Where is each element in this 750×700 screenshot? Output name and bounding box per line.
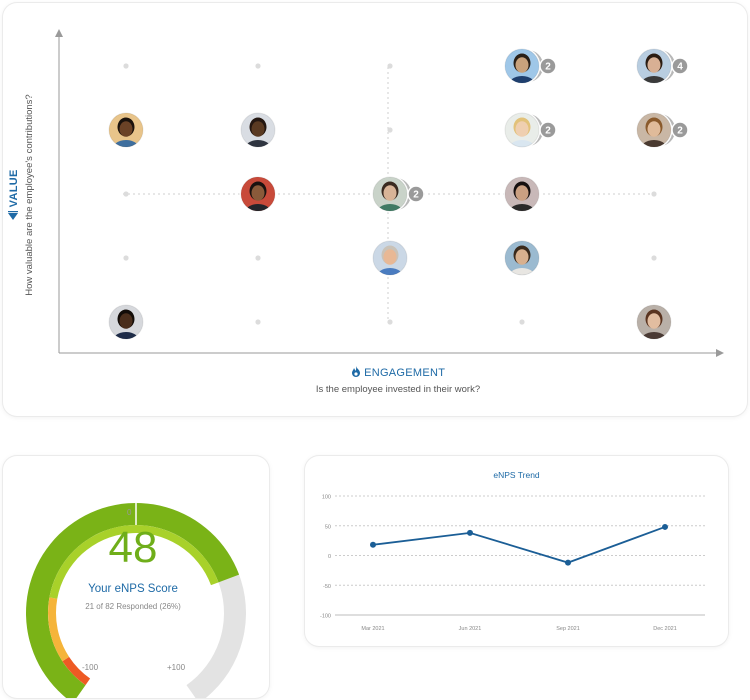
grid-dot <box>387 319 393 325</box>
count-badge-label: 2 <box>413 190 419 201</box>
x-axis-title: ENGAGEMENT <box>364 367 446 379</box>
chart-title: eNPS Trend <box>493 470 540 480</box>
enps-score-label: Your eNPS Score <box>88 583 178 595</box>
employee-avatar[interactable]: 2 <box>503 111 557 165</box>
x-tick-label: Mar 2021 <box>361 626 384 632</box>
employee-avatar[interactable] <box>107 303 145 357</box>
grid-dot <box>123 191 129 197</box>
grid-dot <box>123 63 129 69</box>
employee-avatar[interactable]: 4 <box>635 47 689 101</box>
flame-icon <box>351 366 360 377</box>
matrix-plot: 2 4 2 2 2 <box>55 29 724 357</box>
responded-count: 21 of 82 Responded (26%) <box>85 602 181 611</box>
y-axis-arrow <box>55 29 63 37</box>
y-axis-title: VALUE <box>8 169 20 208</box>
gauge-max-label: +100 <box>167 663 186 672</box>
y-tick-label: -100 <box>320 614 331 620</box>
grid-dot <box>255 63 261 69</box>
grid-dot <box>255 319 261 325</box>
grid-dot <box>387 127 393 133</box>
grid-dot <box>255 255 261 261</box>
x-tick-label: Jun 2021 <box>459 626 482 632</box>
employee-avatar[interactable] <box>503 175 541 229</box>
gauge-promoter-zone <box>49 525 219 599</box>
gauge-detractor-zone <box>62 656 91 686</box>
gauge-zero-label: 0 <box>127 508 132 517</box>
diamond-icon <box>8 210 18 220</box>
grid-dot <box>123 255 129 261</box>
gauge-passive-zone <box>48 597 70 662</box>
employee-avatar[interactable] <box>239 111 277 165</box>
engagement-value-matrix-card: 2 4 2 2 2 VALUE How valuable are the employe… <box>3 3 747 416</box>
employee-avatar[interactable] <box>503 239 541 293</box>
y-tick-label: 0 <box>328 554 331 560</box>
count-badge <box>407 185 425 203</box>
count-badge <box>539 121 557 139</box>
enps-trend-card: eNPS Trend 100 50 0 -50 -100 Mar 2021 Jun 2021… <box>305 456 728 646</box>
grid-dot <box>651 191 657 197</box>
grid-dot <box>651 255 657 261</box>
grid-dot <box>387 63 393 69</box>
enps-trend-chart: 100 50 0 -50 -100 Mar 2021 Jun 2021 Sep 2021 Dec… <box>320 495 705 632</box>
count-badge <box>671 121 689 139</box>
gauge-min-label: -100 <box>82 663 99 672</box>
x-tick-label: Dec 2021 <box>653 626 677 632</box>
grid-dot <box>519 319 525 325</box>
y-axis-label-group: VALUE How valuable are the employee's co… <box>6 45 66 345</box>
enps-gauge <box>26 503 246 698</box>
enps-score-value: 48 <box>108 523 158 572</box>
count-badge-label: 2 <box>677 126 683 137</box>
employee-avatar[interactable] <box>371 239 409 293</box>
y-tick-label: 100 <box>322 495 331 501</box>
data-point[interactable] <box>565 559 571 566</box>
x-tick-label: Sep 2021 <box>556 626 580 632</box>
count-badge-label: 4 <box>677 62 683 73</box>
employee-avatar[interactable]: 2 <box>635 111 689 165</box>
employee-avatar[interactable]: 2 <box>371 175 425 229</box>
trend-line <box>372 526 666 564</box>
x-axis-arrow <box>716 349 724 357</box>
count-badge-label: 2 <box>545 126 551 137</box>
y-axis-subtitle: How valuable are the employee's contribu… <box>24 94 35 296</box>
enps-score-card: 0 48 Your eNPS Score 21 of 82 Responded … <box>3 456 269 698</box>
data-point[interactable] <box>662 523 668 530</box>
data-point[interactable] <box>467 529 473 536</box>
employee-avatar[interactable] <box>239 175 277 229</box>
count-badge <box>671 57 689 75</box>
y-tick-label: -50 <box>323 584 331 590</box>
y-tick-label: 50 <box>325 524 331 530</box>
count-badge-label: 2 <box>545 62 551 73</box>
employee-avatar[interactable]: 2 <box>503 47 557 101</box>
x-axis-label-group: ENGAGEMENT Is the employee invested in t… <box>248 365 548 398</box>
count-badge <box>539 57 557 75</box>
employee-avatar[interactable] <box>107 111 145 165</box>
x-axis-subtitle: Is the employee invested in their work? <box>315 384 481 395</box>
employee-avatar[interactable] <box>635 303 673 357</box>
data-point[interactable] <box>370 541 376 548</box>
